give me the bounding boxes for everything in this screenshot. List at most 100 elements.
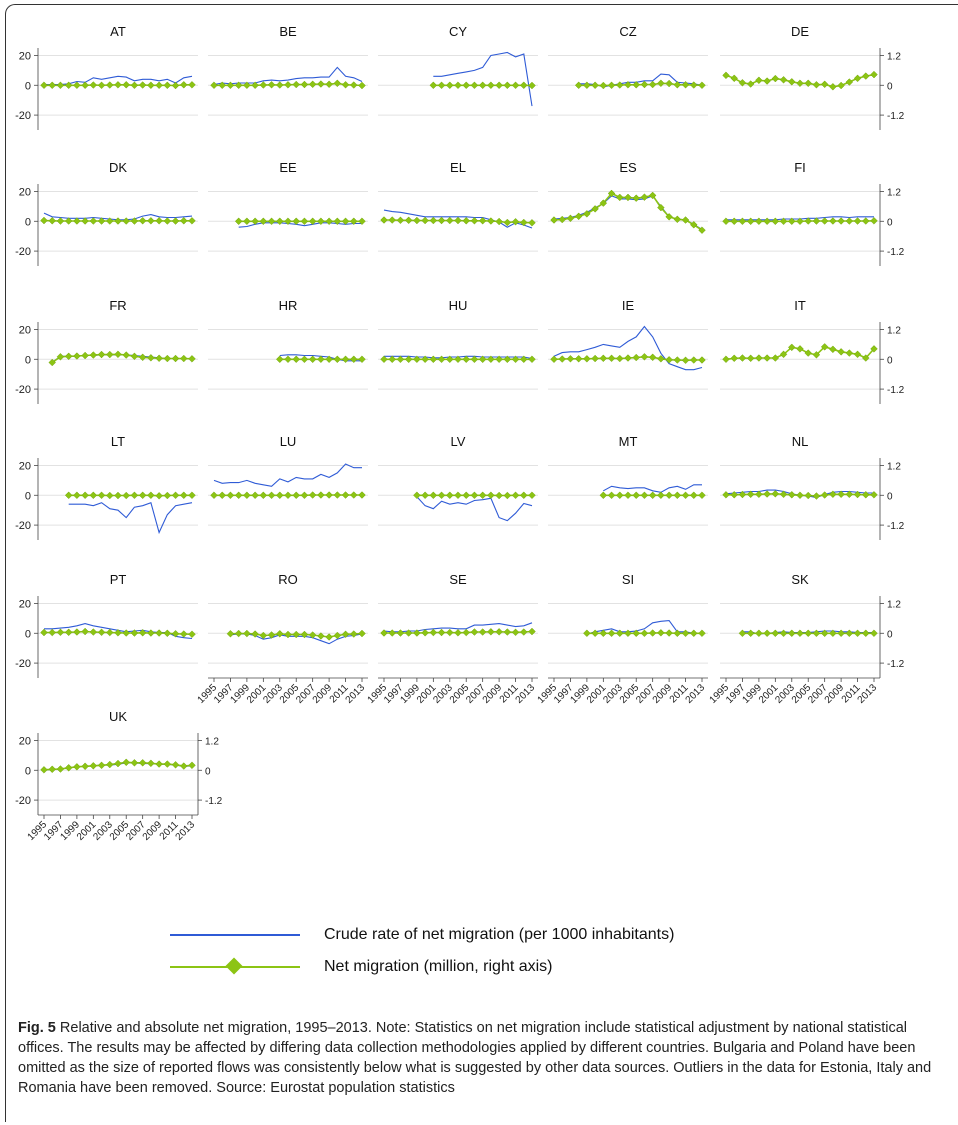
net-point bbox=[487, 217, 495, 225]
net-point bbox=[243, 217, 251, 226]
net-point bbox=[89, 81, 98, 89]
net-point bbox=[738, 217, 747, 226]
net-point bbox=[755, 629, 763, 638]
net-point bbox=[599, 491, 608, 500]
net-point bbox=[673, 81, 682, 89]
net-point bbox=[454, 355, 462, 364]
right-tick-label: 1.2 bbox=[887, 599, 901, 610]
panel-dk: DK 20 0 -20 bbox=[15, 160, 198, 266]
net-point bbox=[730, 354, 738, 363]
figure-frame bbox=[5, 4, 958, 1122]
net-point bbox=[308, 217, 317, 226]
net-point bbox=[437, 628, 446, 637]
net-point bbox=[574, 355, 583, 363]
net-point bbox=[820, 217, 829, 225]
right-tick-label: -1.2 bbox=[887, 659, 905, 670]
net-point bbox=[511, 218, 520, 226]
net-point bbox=[853, 629, 862, 638]
net-point bbox=[722, 491, 730, 499]
panel-title: CY bbox=[449, 24, 467, 39]
net-point bbox=[81, 351, 89, 360]
net-point bbox=[520, 81, 528, 90]
net-point bbox=[138, 81, 147, 89]
net-series-line bbox=[51, 353, 193, 364]
net-point bbox=[665, 629, 673, 637]
net-point bbox=[648, 191, 657, 200]
net-point bbox=[624, 491, 632, 500]
net-point bbox=[259, 217, 268, 226]
net-point bbox=[171, 491, 180, 500]
net-point bbox=[388, 216, 396, 224]
net-point bbox=[325, 217, 333, 226]
net-point bbox=[862, 491, 870, 499]
net-point bbox=[820, 629, 829, 638]
net-point bbox=[528, 81, 536, 90]
net-point bbox=[487, 628, 495, 636]
net-point bbox=[122, 351, 130, 359]
net-point bbox=[845, 349, 854, 357]
right-tick-label: 0 bbox=[205, 766, 211, 777]
panel-es: ES bbox=[548, 160, 708, 252]
net-point bbox=[341, 630, 350, 639]
net-point bbox=[188, 761, 196, 770]
net-point bbox=[413, 491, 421, 500]
left-tick-label: 0 bbox=[25, 80, 31, 92]
net-point bbox=[632, 353, 640, 362]
net-point bbox=[73, 81, 81, 90]
net-point bbox=[511, 355, 520, 364]
net-point bbox=[276, 355, 284, 364]
net-point bbox=[520, 628, 528, 636]
net-point bbox=[333, 355, 342, 364]
net-point bbox=[862, 72, 870, 80]
net-point bbox=[690, 629, 698, 638]
net-point bbox=[308, 491, 317, 499]
net-point bbox=[755, 490, 763, 499]
left-tick-label: 20 bbox=[19, 735, 31, 747]
net-point bbox=[317, 632, 325, 640]
net-point bbox=[446, 355, 454, 364]
net-point bbox=[89, 628, 98, 636]
net-point bbox=[722, 217, 730, 226]
panel-si: SI19951997199920012003200520072009201120… bbox=[536, 572, 708, 706]
net-point bbox=[350, 217, 358, 226]
net-point bbox=[607, 81, 616, 90]
net-point bbox=[528, 491, 536, 500]
net-point bbox=[673, 215, 682, 224]
net-point bbox=[730, 491, 738, 499]
net-point bbox=[413, 629, 421, 637]
net-point bbox=[413, 216, 421, 225]
net-point bbox=[188, 630, 196, 639]
net-point bbox=[804, 217, 812, 225]
x-tick-label: 2013 bbox=[514, 682, 538, 706]
net-point bbox=[106, 81, 114, 89]
net-point bbox=[771, 354, 780, 362]
net-point bbox=[599, 199, 608, 207]
net-point bbox=[234, 217, 243, 226]
net-point bbox=[81, 491, 89, 500]
net-point bbox=[690, 81, 698, 89]
net-series-line bbox=[578, 82, 703, 87]
panel-lu: LU bbox=[208, 434, 368, 526]
net-point bbox=[853, 74, 862, 83]
net-point bbox=[163, 491, 172, 500]
net-point bbox=[106, 217, 114, 225]
net-point bbox=[738, 79, 747, 87]
rate-series-line bbox=[238, 222, 362, 228]
net-point bbox=[591, 205, 599, 213]
net-point bbox=[771, 490, 780, 498]
net-point bbox=[308, 355, 317, 364]
right-tick-label: -1.2 bbox=[205, 796, 223, 807]
net-point bbox=[640, 491, 649, 500]
net-point bbox=[779, 350, 788, 359]
net-point bbox=[106, 491, 114, 500]
net-point bbox=[81, 762, 89, 771]
net-point bbox=[155, 629, 163, 637]
net-point bbox=[226, 81, 235, 90]
net-point bbox=[155, 354, 163, 363]
left-tick-label: 0 bbox=[25, 628, 31, 640]
net-series-line bbox=[68, 494, 192, 497]
panel-title: LT bbox=[111, 434, 125, 449]
net-point bbox=[681, 629, 690, 638]
net-point bbox=[771, 217, 780, 226]
net-point bbox=[73, 491, 81, 500]
